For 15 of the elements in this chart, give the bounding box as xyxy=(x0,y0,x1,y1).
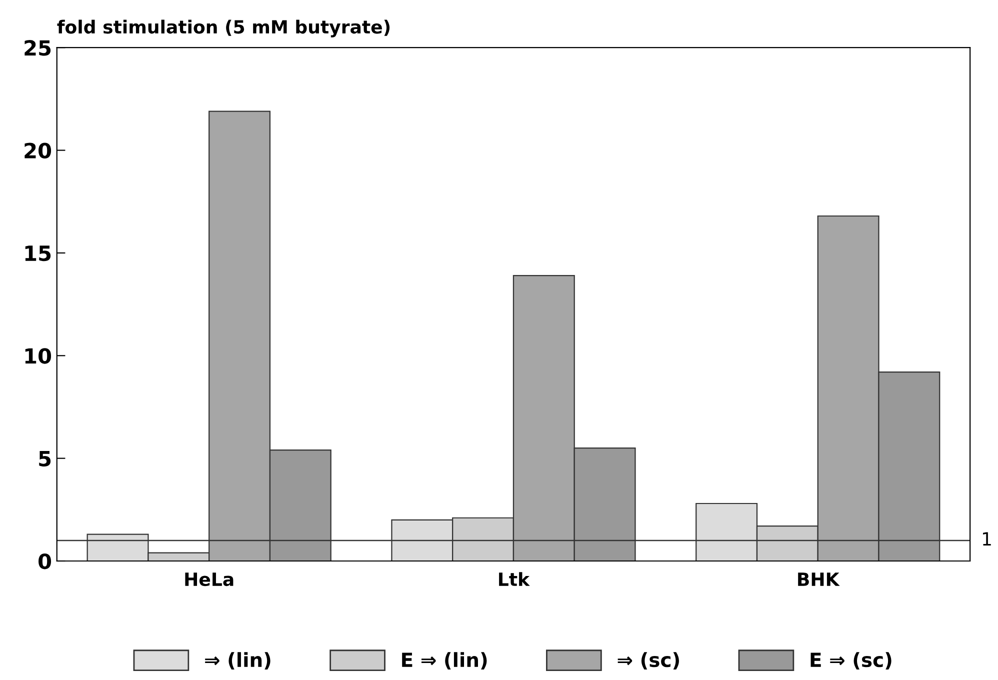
y-tick-label: 20 xyxy=(24,142,52,158)
legend-label: E ⇒ (lin) xyxy=(402,652,487,670)
y-tick-label: 0 xyxy=(38,553,52,570)
y-tick-label: 10 xyxy=(25,348,52,364)
y-tick-label: 15 xyxy=(25,246,51,262)
legend-label: E ⇒ (sc) xyxy=(810,652,892,670)
ref-line-label: 1 xyxy=(982,532,991,546)
y-axis-title: fold stimulation (5 mM butyrate) xyxy=(57,20,390,38)
y-tick-label: 25 xyxy=(24,40,51,56)
legend-label: ⇒ (sc) xyxy=(618,652,679,670)
x-tick-label: BHK xyxy=(798,572,840,586)
legend-label: ⇒ (lin) xyxy=(205,652,270,670)
y-tick-label: 5 xyxy=(39,451,51,467)
x-tick-label: HeLa xyxy=(185,572,234,586)
x-tick-label: Ltk xyxy=(499,572,530,586)
